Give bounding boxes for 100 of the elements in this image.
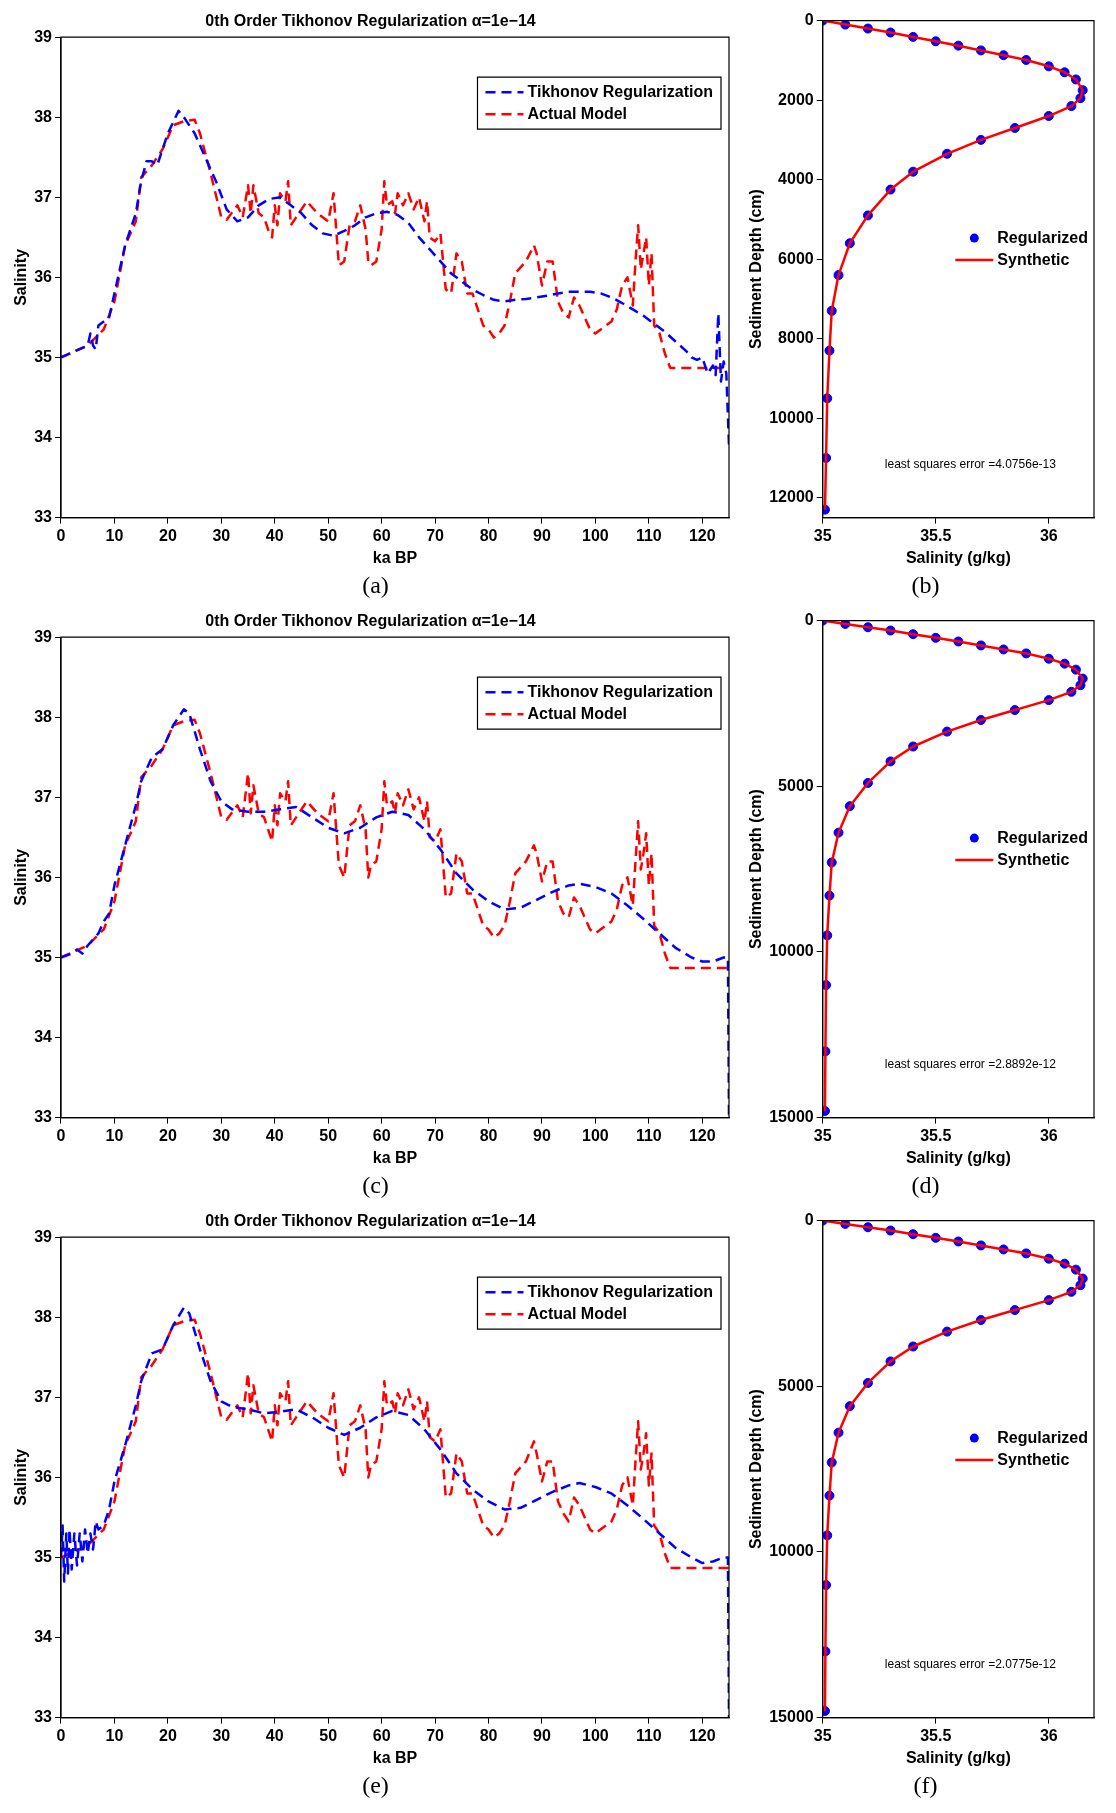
x-tick-label: 40 xyxy=(265,1726,284,1744)
x-tick-label: 80 xyxy=(479,1126,498,1144)
y-tick-label: 4000 xyxy=(778,170,814,188)
x-tick-label: 70 xyxy=(426,1726,445,1744)
x-axis-title: Salinity (g/kg) xyxy=(905,1148,1011,1166)
x-tick-label: 36 xyxy=(1039,1726,1058,1744)
x-tick-label: 90 xyxy=(533,1726,551,1744)
y-tick-label: 15000 xyxy=(769,1108,814,1126)
y-tick-label: 0 xyxy=(804,11,814,29)
x-tick-label: 35.5 xyxy=(920,526,952,544)
x-tick-label: 100 xyxy=(582,526,609,544)
annotation: least squares error =2.8892e-12 xyxy=(884,1056,1057,1071)
y-tick-label: 0 xyxy=(804,611,814,629)
y-tick-label: 37 xyxy=(34,787,53,805)
y-tick-label: 36 xyxy=(34,267,53,285)
x-tick-label: 60 xyxy=(372,526,391,544)
x-tick-label: 0 xyxy=(56,526,66,544)
x-axis-title: ka BP xyxy=(372,1148,418,1166)
y-tick-label: 36 xyxy=(34,867,53,885)
y-tick-label: 10000 xyxy=(769,408,814,426)
x-tick-label: 35.5 xyxy=(920,1126,952,1144)
x-tick-label: 20 xyxy=(158,526,177,544)
x-tick-label: 120 xyxy=(688,1726,716,1744)
text: (c) xyxy=(361,1171,390,1200)
y-tick-label: 38 xyxy=(34,107,53,125)
y-tick-label: 0 xyxy=(804,1211,814,1229)
text: (e) xyxy=(361,1771,390,1800)
x-tick-label: 60 xyxy=(372,1726,391,1744)
x-tick-label: 0 xyxy=(56,1126,66,1144)
x-tick-label: 110 xyxy=(635,1726,662,1744)
x-tick-label: 90 xyxy=(533,526,551,544)
y-axis-title: Salinity xyxy=(12,1448,30,1506)
x-axis-title: Salinity (g/kg) xyxy=(905,548,1011,566)
x-axis-title: ka BP xyxy=(372,1748,418,1766)
text: (f) xyxy=(912,1771,939,1800)
y-tick-label: 35 xyxy=(34,347,53,365)
x-tick-label: 10 xyxy=(105,526,124,544)
legend-label: Regularized xyxy=(997,1428,1088,1446)
annotation: least squares error =2.0775e-12 xyxy=(884,1656,1057,1671)
legend-label: Actual Model xyxy=(527,1304,628,1322)
x-tick-label: 50 xyxy=(319,1126,338,1144)
x-tick-label: 120 xyxy=(688,526,716,544)
y-axis-title: Salinity xyxy=(12,848,30,906)
y-axis-title: Sediment Depth (cm) xyxy=(747,789,765,950)
y-tick-label: 35 xyxy=(34,1547,53,1565)
y-tick-label: 34 xyxy=(34,1627,53,1645)
y-tick-label: 5000 xyxy=(778,1376,814,1394)
legend-label: Regularized xyxy=(997,228,1088,246)
x-tick-label: 100 xyxy=(582,1126,609,1144)
x-tick-label: 20 xyxy=(158,1126,177,1144)
y-axis-title: Salinity xyxy=(12,248,30,306)
x-tick-label: 80 xyxy=(479,1726,498,1744)
x-axis-title: Salinity (g/kg) xyxy=(905,1748,1011,1766)
text: (d) xyxy=(910,1171,941,1200)
x-tick-label: 10 xyxy=(105,1726,124,1744)
annotation: least squares error =4.0756e-13 xyxy=(884,456,1057,471)
x-tick-label: 120 xyxy=(688,1126,716,1144)
y-tick-label: 12000 xyxy=(769,488,814,506)
y-tick-label: 33 xyxy=(34,1708,53,1726)
x-tick-label: 36 xyxy=(1039,526,1058,544)
x-tick-label: 70 xyxy=(426,1126,445,1144)
y-tick-label: 2000 xyxy=(778,90,814,108)
x-tick-label: 40 xyxy=(265,1126,284,1144)
x-tick-label: 70 xyxy=(426,526,445,544)
y-tick-label: 39 xyxy=(34,27,53,45)
y-tick-label: 37 xyxy=(34,187,53,205)
legend-label: Synthetic xyxy=(997,1450,1070,1468)
x-tick-label: 80 xyxy=(479,526,498,544)
y-tick-label: 34 xyxy=(34,1027,53,1045)
x-tick-label: 50 xyxy=(319,1726,338,1744)
x-tick-label: 0 xyxy=(56,1726,66,1744)
x-tick-label: 30 xyxy=(212,526,231,544)
legend-label: Actual Model xyxy=(527,704,628,722)
x-tick-label: 90 xyxy=(533,1126,551,1144)
x-tick-label: 110 xyxy=(635,526,662,544)
legend-label: Synthetic xyxy=(997,850,1070,868)
x-tick-label: 50 xyxy=(319,526,338,544)
text: (a) xyxy=(361,571,390,600)
x-tick-label: 30 xyxy=(212,1126,231,1144)
y-tick-label: 36 xyxy=(34,1467,53,1485)
x-tick-label: 10 xyxy=(105,1126,124,1144)
y-tick-label: 34 xyxy=(34,427,53,445)
x-tick-label: 36 xyxy=(1039,1126,1058,1144)
legend-label: Actual Model xyxy=(527,104,628,122)
x-tick-label: 100 xyxy=(582,1726,609,1744)
y-tick-label: 37 xyxy=(34,1387,53,1405)
y-tick-label: 6000 xyxy=(778,249,814,267)
y-tick-label: 5000 xyxy=(778,776,814,794)
x-tick-label: 20 xyxy=(158,1726,177,1744)
legend-label: Tikhonov Regularization xyxy=(527,682,713,700)
legend-label: Synthetic xyxy=(997,250,1070,268)
x-tick-label: 110 xyxy=(635,1126,662,1144)
legend-label: Tikhonov Regularization xyxy=(527,1282,713,1300)
y-tick-label: 15000 xyxy=(769,1708,814,1726)
x-tick-label: 35.5 xyxy=(920,1726,952,1744)
x-tick-label: 60 xyxy=(372,1126,391,1144)
legend-label: Regularized xyxy=(997,828,1088,846)
chart-title: 0th Order Tikhonov Regularization α=1e−14 xyxy=(205,1212,536,1230)
y-tick-label: 8000 xyxy=(778,329,814,347)
y-tick-label: 33 xyxy=(34,508,53,526)
